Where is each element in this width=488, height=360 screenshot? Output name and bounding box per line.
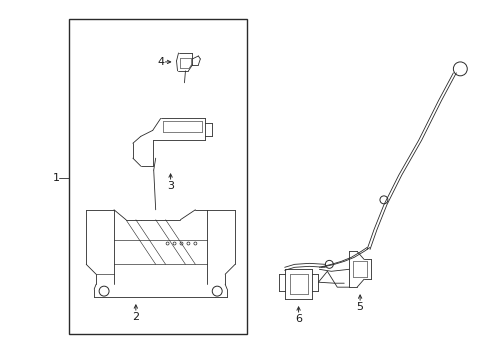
Text: 6: 6 [294,314,302,324]
Bar [69,19,246,334]
Text: 1: 1 [53,173,60,183]
Text: 3: 3 [167,181,174,191]
Text: 4: 4 [157,57,164,67]
Text: 5: 5 [356,302,363,312]
Text: 2: 2 [132,312,139,322]
